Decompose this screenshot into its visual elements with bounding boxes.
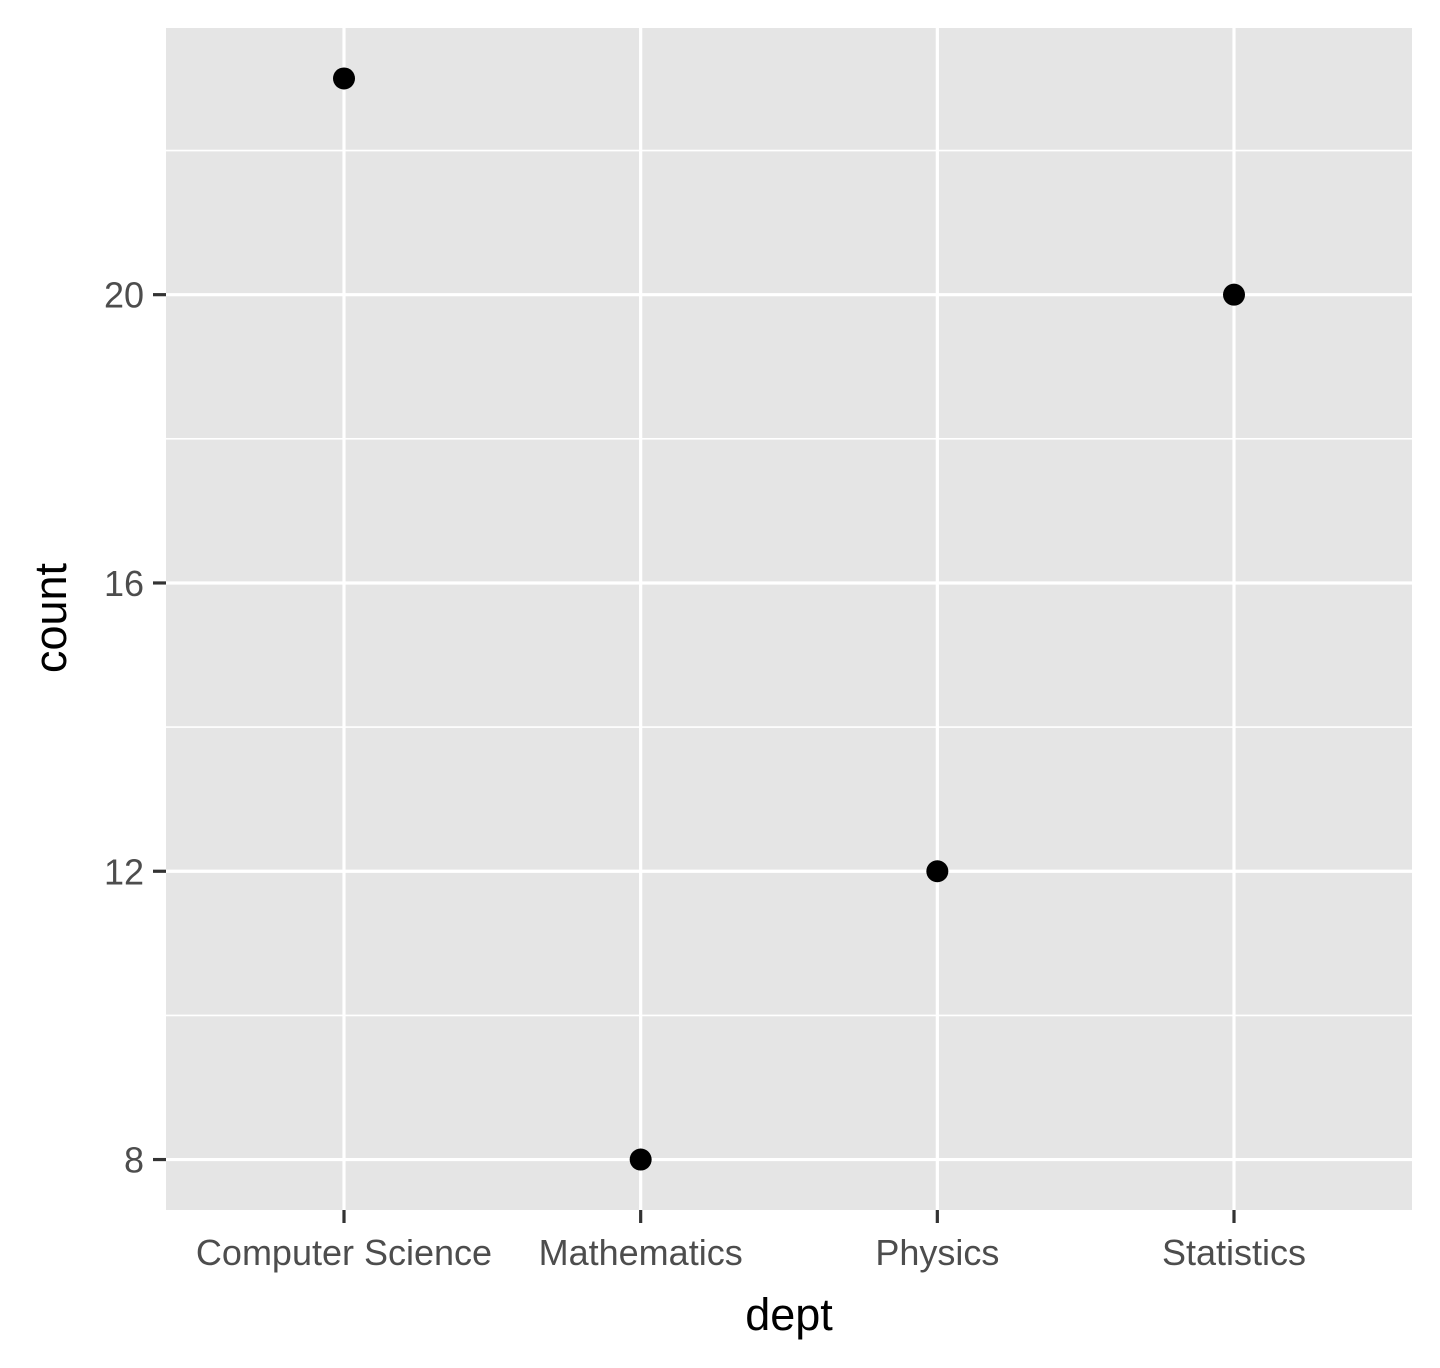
data-point	[629, 1148, 652, 1171]
y-tick-label: 12	[104, 851, 144, 892]
data-point	[926, 860, 949, 883]
y-tick-label: 16	[104, 563, 144, 604]
y-axis: 8 12 16 20	[104, 275, 166, 1181]
y-tick-label: 8	[124, 1140, 144, 1181]
x-tick-label: Computer Science	[196, 1232, 492, 1273]
data-point	[1223, 283, 1245, 306]
y-tick-label: 20	[104, 275, 144, 316]
major-gridlines	[166, 28, 1412, 1210]
data-point	[333, 67, 355, 90]
plot-panel	[166, 28, 1412, 1210]
y-axis-title: count	[25, 562, 76, 673]
x-tick-label: Physics	[875, 1232, 999, 1273]
data-points	[333, 67, 1245, 1171]
minor-gridlines	[166, 149, 1412, 1017]
x-axis-title: dept	[745, 1289, 833, 1340]
x-axis: Computer Science Mathematics Physics Statis…	[196, 1210, 1306, 1273]
x-tick-label: Mathematics	[539, 1232, 743, 1273]
x-tick-label: Statistics	[1162, 1232, 1306, 1273]
